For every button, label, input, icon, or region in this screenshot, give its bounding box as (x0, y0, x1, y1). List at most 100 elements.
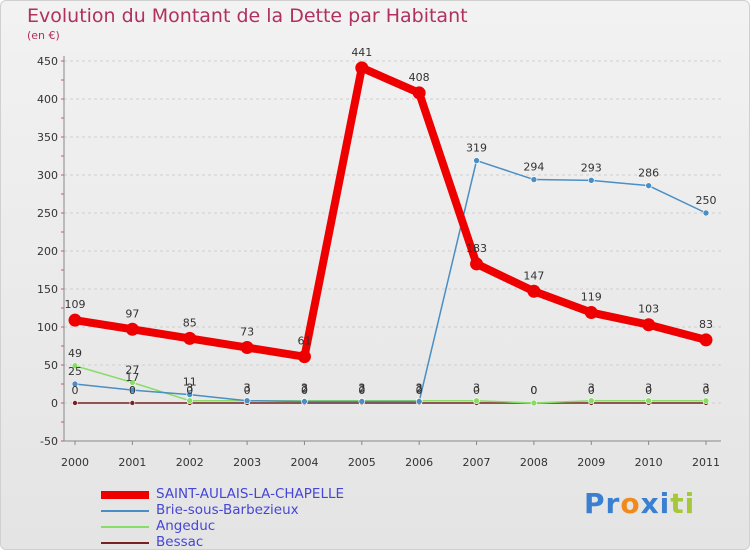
data-point (186, 397, 194, 405)
data-label: 0 (358, 384, 365, 397)
y-tick-label: 150 (37, 283, 58, 296)
data-point (530, 399, 538, 407)
x-tick-label: 2004 (290, 456, 318, 469)
data-point (186, 391, 194, 398)
data-point (645, 182, 652, 189)
data-label: 3 (186, 382, 193, 395)
x-tick-label: 2001 (118, 456, 146, 469)
x-tick-label: 2007 (463, 456, 491, 469)
legend-label: SAINT-AULAIS-LA-CHAPELLE (156, 486, 345, 502)
data-label: 319 (466, 142, 487, 155)
y-tick-label: 50 (44, 359, 58, 372)
data-label: 0 (588, 384, 595, 397)
x-tick-label: 2008 (520, 456, 548, 469)
series-group (68, 61, 713, 407)
data-label: 3 (703, 382, 710, 395)
data-point (129, 400, 136, 406)
data-label: 109 (65, 298, 86, 311)
data-label: 147 (523, 269, 544, 282)
data-label: 0 (416, 384, 423, 397)
data-label: 3 (588, 382, 595, 395)
data-point (699, 333, 713, 347)
y-tick-label: 450 (37, 55, 58, 68)
legend-label: Bessac (156, 534, 204, 550)
data-label: 0 (530, 384, 537, 397)
data-label: 0 (530, 384, 537, 397)
data-label: 3 (244, 382, 251, 395)
data-label: 3 (473, 382, 480, 395)
logo-letter: i (659, 487, 671, 520)
data-label: 27 (125, 363, 139, 376)
data-point (412, 86, 426, 100)
series-line (74, 159, 707, 403)
x-tick-label: 2006 (405, 456, 433, 469)
data-label: 0 (703, 384, 710, 397)
data-point (473, 397, 480, 405)
logo-letter: t (670, 487, 685, 520)
y-tick-label: 200 (37, 245, 58, 258)
logo-letter: x (640, 487, 660, 520)
data-label: 2 (416, 382, 423, 395)
data-point (645, 397, 652, 405)
data-point (355, 61, 369, 75)
y-tick-label: 250 (37, 207, 58, 220)
y-tick-label: 300 (37, 169, 58, 182)
legend-swatch (101, 542, 149, 544)
data-point (71, 362, 79, 370)
data-point (240, 341, 254, 355)
data-label: 11 (183, 376, 197, 389)
data-label: 3 (244, 382, 251, 395)
chart-subtitle: (en €) (27, 29, 60, 42)
data-label: 294 (523, 161, 544, 174)
data-label: 408 (409, 71, 430, 84)
data-label: 0 (301, 384, 308, 397)
data-point (72, 400, 78, 406)
x-tick-label: 2011 (692, 456, 720, 469)
data-label: 85 (183, 316, 197, 329)
data-label: 73 (240, 326, 254, 339)
proxiti-logo: Proxiti (584, 487, 695, 520)
data-label: 49 (68, 347, 82, 360)
legend-label: Brie-sous-Barbezieux (156, 502, 299, 518)
data-label: 0 (473, 384, 480, 397)
data-label: 250 (696, 194, 717, 207)
x-tick-label: 2000 (61, 456, 89, 469)
chart-title: Evolution du Montant de la Dette par Hab… (27, 5, 468, 27)
data-point (129, 386, 136, 394)
data-label: 103 (638, 303, 659, 316)
data-point (527, 284, 541, 298)
logo-letter: r (605, 487, 621, 520)
x-tick-label: 2002 (176, 456, 204, 469)
legend-label: Angeduc (156, 518, 216, 534)
series-line (71, 63, 710, 361)
data-label: 17 (125, 371, 139, 384)
logo-letter: o (620, 487, 641, 520)
data-point (584, 306, 598, 320)
data-point (125, 322, 139, 336)
data-point (415, 398, 423, 405)
data-point (68, 313, 82, 327)
data-label: 25 (68, 365, 82, 378)
data-point (129, 379, 136, 386)
data-point (301, 398, 308, 405)
data-point (530, 176, 538, 183)
data-label: 0 (645, 384, 652, 397)
data-label: 61 (297, 335, 311, 348)
data-label: 286 (638, 167, 659, 180)
data-label: 3 (301, 382, 308, 395)
x-tick-label: 2010 (635, 456, 663, 469)
data-point (702, 397, 710, 405)
data-label: 119 (581, 291, 602, 304)
data-point (183, 331, 197, 345)
y-tick-label: 0 (51, 397, 58, 410)
legend-swatch (101, 491, 149, 499)
x-tick-label: 2005 (348, 456, 376, 469)
data-point (642, 318, 656, 332)
y-tick-label: 350 (37, 131, 58, 144)
data-label: 2 (301, 382, 308, 395)
y-tick-label: -50 (40, 435, 58, 448)
